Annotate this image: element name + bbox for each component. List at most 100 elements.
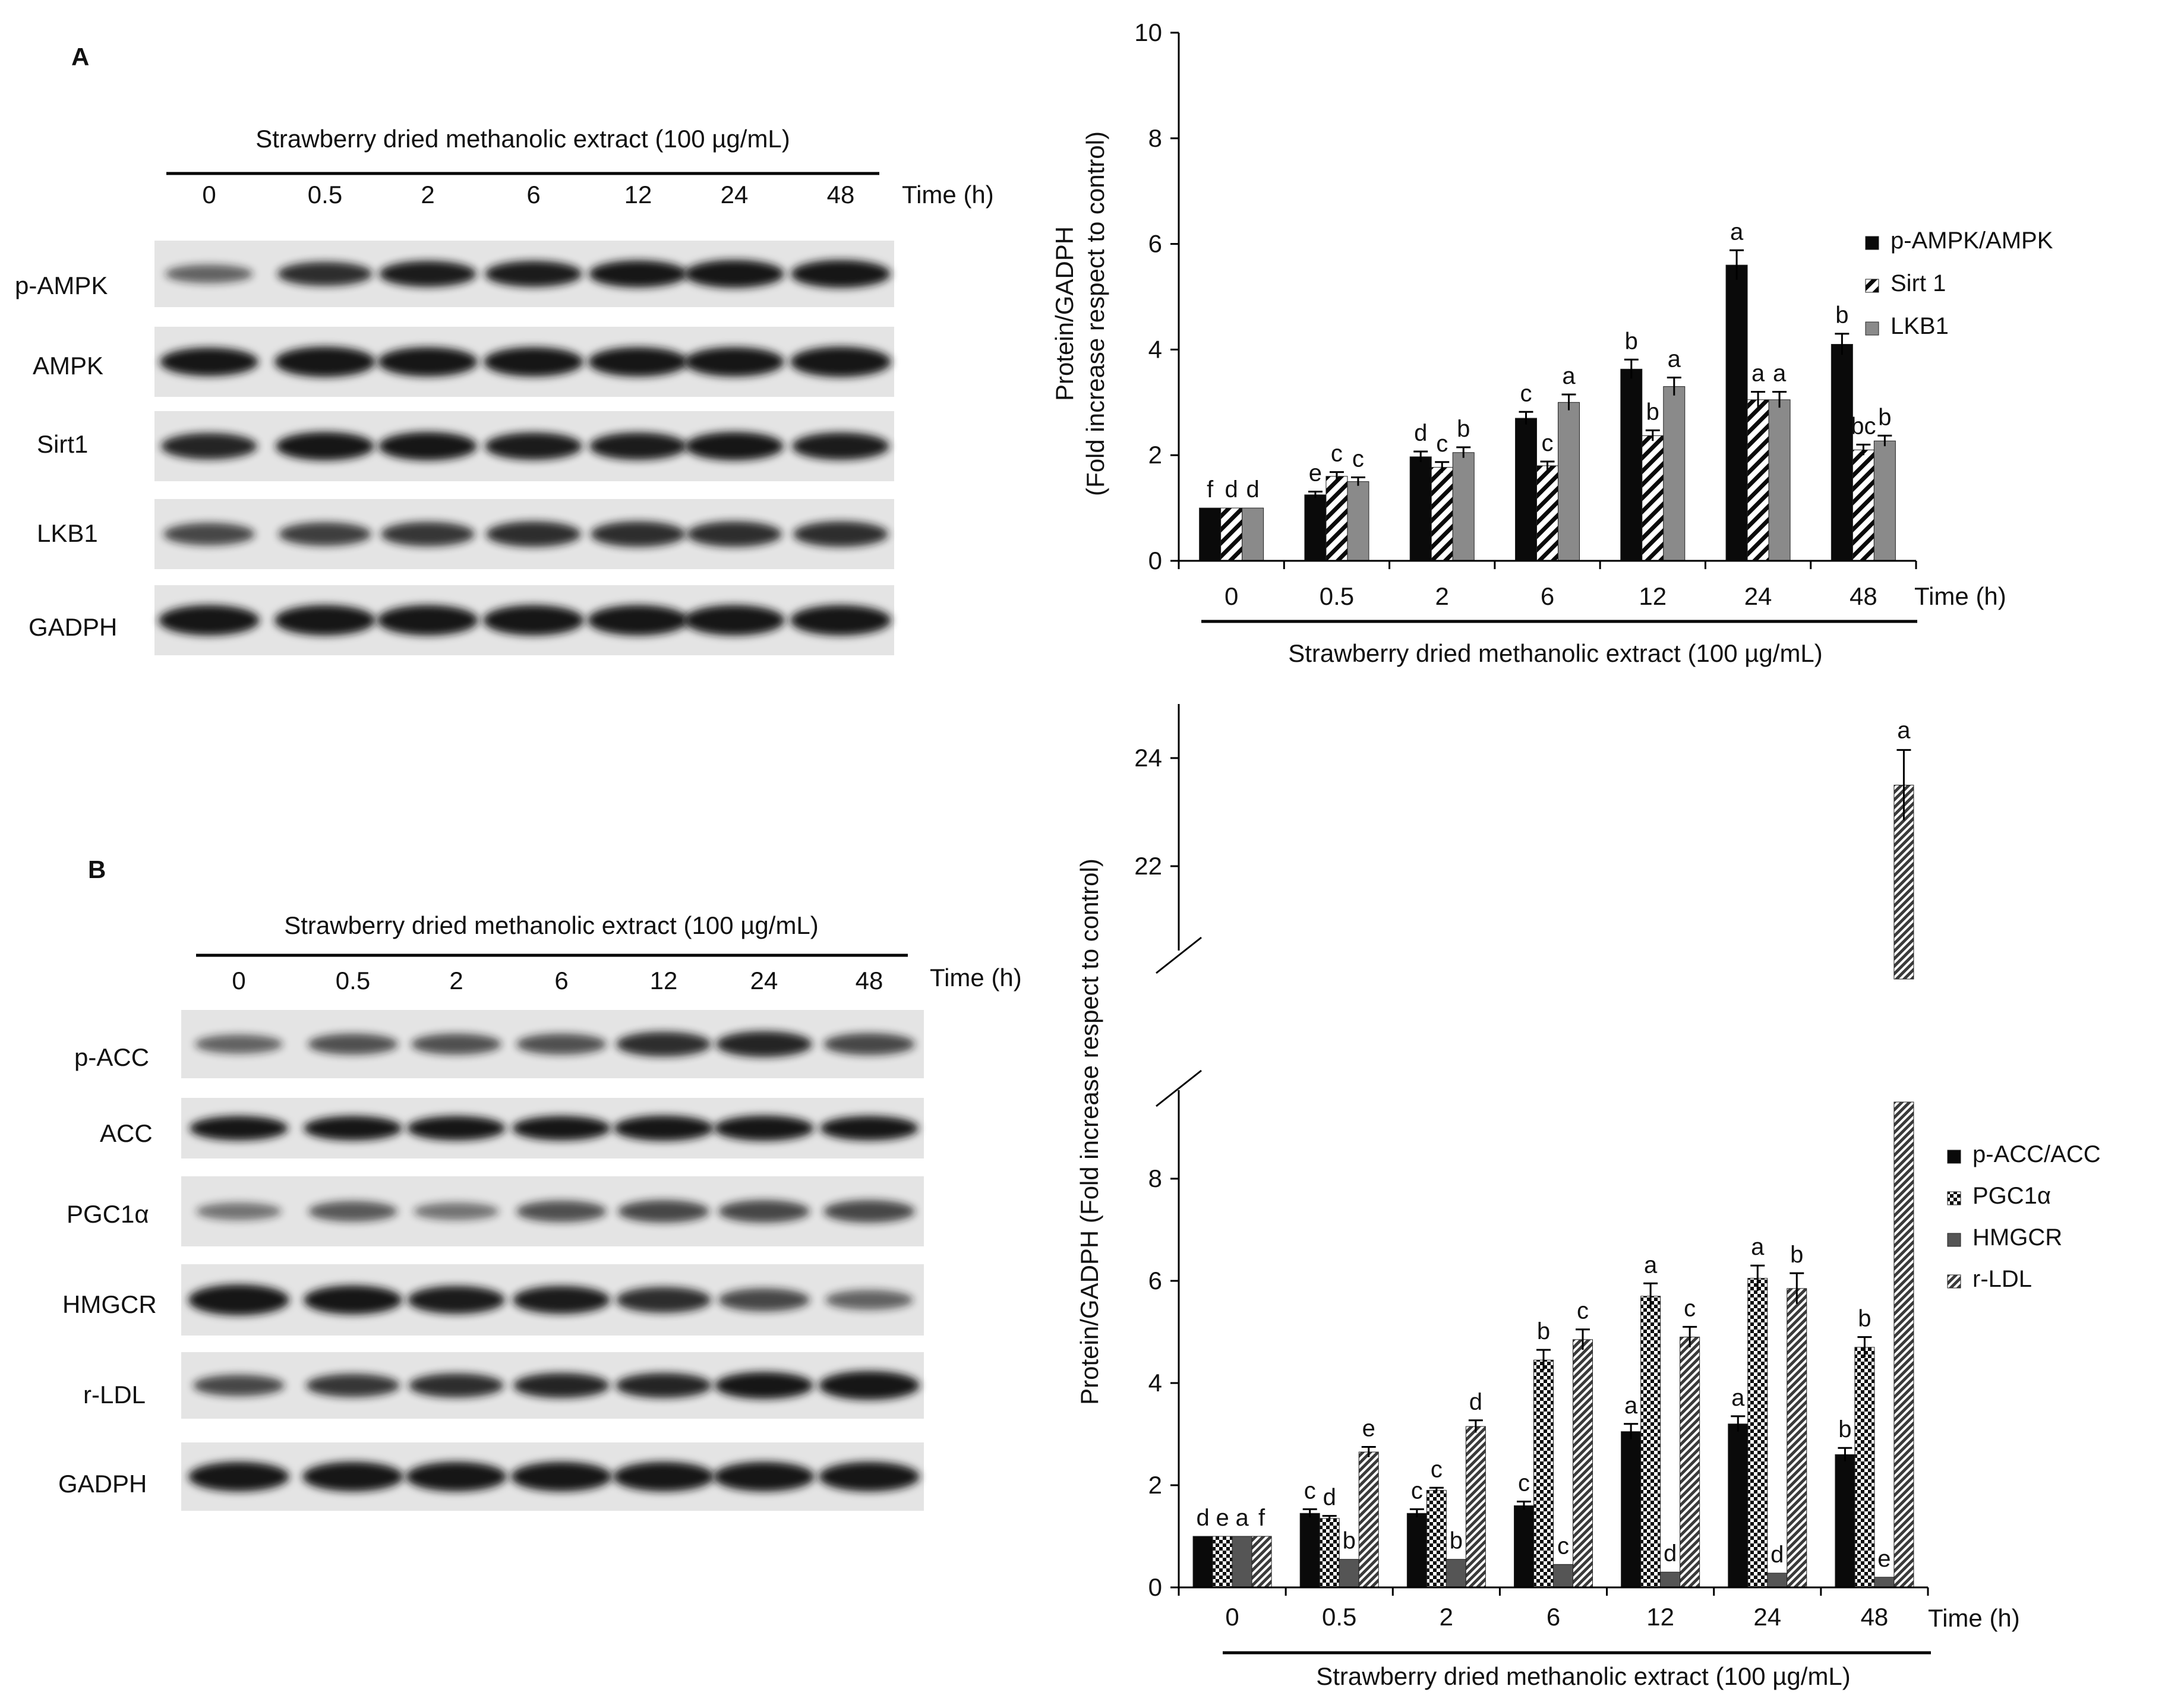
significance-letter: d [1225,476,1238,503]
significance-letter: e [1216,1505,1229,1531]
lane-label: 24 [750,967,778,995]
bar-hmgcr [1232,1536,1252,1588]
blot-band [687,521,782,547]
blot-band [160,348,258,376]
significance-letter: c [1431,1456,1443,1482]
bar-lkb1 [1347,481,1369,561]
y-tick-label: 4 [1148,335,1162,363]
significance-letter: c [1518,1470,1530,1497]
lane-label: 0.5 [308,181,342,209]
lane-label: 0.5 [336,967,370,995]
blot-band [616,1287,711,1313]
blot-band [790,605,891,636]
legend-entry: p-AMPK/AMPK [1891,228,2053,254]
chart-b-legend: p-ACC/ACC PGC1α HMGCR r-LDL [1947,1141,2101,1292]
blot-band [484,347,583,377]
y-tick-label: 6 [1148,1267,1162,1295]
significance-letter: a [1773,361,1787,387]
legend-swatch [1865,236,1879,250]
blot-band [616,1372,712,1398]
blot-band [274,346,375,377]
blot-row-label: PGC1α [67,1200,149,1228]
panel-b-treatment-label: Strawberry dried methanolic extract (100… [284,911,819,939]
x-tick-label: 48 [1861,1603,1889,1631]
chart-a-ylabel-line2: (Fold increase respect to control) [1081,131,1109,496]
legend-entry: LKB1 [1891,313,1949,339]
legend-entry: r-LDL [1973,1266,2032,1292]
legend-swatch [1947,1233,1961,1247]
blot-band [381,522,475,547]
blot-band [511,1461,612,1492]
blot-row-label: LKB1 [37,519,98,547]
bar-sirt-1 [1642,435,1664,561]
significance-letter: c [1520,380,1532,406]
bar-p-ampk-ampk [1620,368,1643,561]
blot-band [163,523,255,545]
lane-label: 12 [650,967,678,995]
significance-letter: d [1196,1505,1209,1531]
bar-p-acc-acc [1192,1536,1213,1588]
legend-entry: p-ACC/ACC [1973,1141,2101,1167]
panel-b-row-labels: p-ACC ACC PGC1α HMGCR r-LDL GADPH [58,1043,157,1498]
blot-band [792,432,889,460]
blot-band [684,605,785,636]
blot-row-label: HMGCR [62,1290,157,1318]
axis-break-mark [1156,936,1202,974]
significance-letter: a [1730,219,1744,245]
significance-letter: c [1411,1477,1423,1504]
chart-b-ylabel: Protein/GADPH (Fold increase respect to … [1075,858,1103,1405]
chart-a-ylabel-line1: Protein/GADPH [1050,226,1078,401]
significance-letter: f [1207,476,1214,503]
significance-letter: a [1751,1234,1765,1260]
y-tick-label: 0 [1148,547,1162,574]
panel-a-blot-strips [154,241,894,655]
y-tick-label: 22 [1134,852,1162,880]
panel-b-time-label: Time (h) [930,964,1022,992]
bar-pgc1- [1533,1359,1554,1588]
x-tick-label: 12 [1639,582,1667,610]
x-tick-label: 2 [1435,582,1449,610]
lane-label: 6 [526,181,540,209]
lane-label: 24 [721,181,749,209]
blot-band [159,605,260,636]
blot-band [823,1033,915,1056]
significance-letter: d [1246,476,1260,503]
significance-letter: f [1258,1505,1265,1531]
blot-band [407,1116,506,1141]
bar-pgc1- [1640,1296,1661,1588]
lane-label: 0 [202,181,216,209]
blot-band [304,1116,402,1141]
panel-a-treatment-label: Strawberry dried methanolic extract (100… [255,125,790,153]
bar-hmgcr [1874,1577,1895,1588]
significance-letter: a [1751,361,1765,387]
blot-band [825,1290,913,1310]
blot-band [513,1372,610,1398]
blot-band [409,1373,504,1398]
blot-band [793,521,888,547]
y-tick-label: 24 [1134,744,1162,772]
panel-a-lane-labels: 0 0.5 2 6 12 24 48 [202,181,854,209]
blot-band [618,1200,709,1223]
significance-letter: d [1469,1389,1482,1415]
blot-band [715,1372,813,1399]
significance-letter: d [1414,420,1427,446]
significance-letter: b [1450,1528,1463,1554]
blot-band [378,347,478,377]
x-tick-label: 48 [1850,582,1877,610]
x-tick-label: 0 [1225,1603,1239,1631]
bar-pgc1- [1426,1490,1447,1588]
x-tick-label: 6 [1547,1603,1560,1631]
x-tick-label: 24 [1744,582,1772,610]
blot-band [193,1374,285,1397]
bar-sirt-1 [1325,476,1348,561]
blot-band [714,1115,814,1141]
blot-band [513,1286,610,1314]
lane-label: 48 [827,181,855,209]
blot-row-label: GADPH [58,1470,147,1498]
significance-letter: e [1877,1546,1891,1572]
bar-r-ldl [1787,1288,1807,1588]
significance-letter: b [1838,1416,1851,1442]
